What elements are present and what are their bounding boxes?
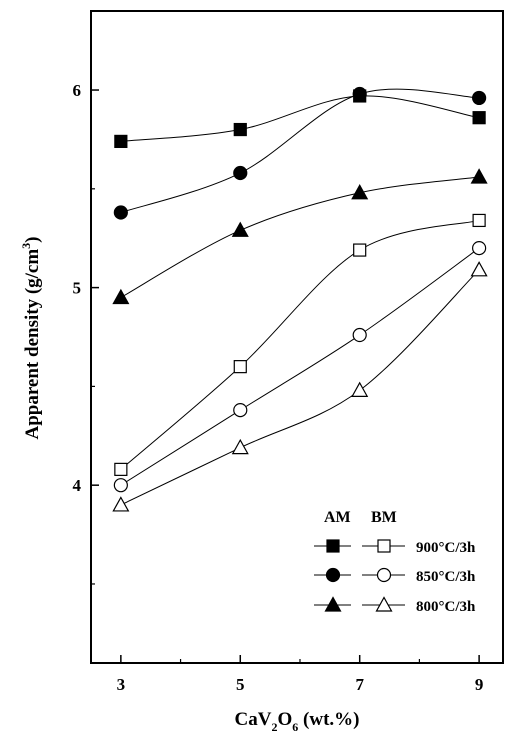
- x-axis-title-sub1: 2: [271, 720, 277, 734]
- x-axis-title-tail: (wt.%): [298, 709, 359, 730]
- point-am-circle: [233, 165, 248, 181]
- series-markers: [112, 86, 488, 512]
- x-tick-label: 7: [355, 675, 364, 694]
- x-axis-title: CaV2O6 (wt.%): [235, 709, 360, 734]
- legend-label: 900°C/3h: [416, 540, 476, 556]
- point-am-square: [472, 111, 486, 125]
- point-am-circle: [472, 90, 487, 106]
- point-bm-triangle: [470, 261, 488, 277]
- legend-label: 850°C/3h: [416, 569, 476, 585]
- point-am-triangle: [112, 288, 130, 305]
- y-axis-title-sup: 3: [19, 243, 33, 249]
- legend-marker-bm: [375, 596, 393, 612]
- point-bm-square: [233, 360, 247, 374]
- x-axis-title-mid: O: [277, 709, 292, 730]
- x-axis-title-main: CaV: [235, 709, 272, 730]
- curve-am-triangle: [120, 176, 480, 298]
- tick-labels: 3 5 7 9 4 5 6: [73, 81, 484, 694]
- x-tick-label: 5: [236, 675, 245, 694]
- axis-ticks: [91, 89, 480, 663]
- legend-marker-am: [324, 596, 342, 612]
- curve-am-circle: [120, 88, 480, 214]
- legend-marker-bm: [376, 567, 392, 583]
- point-bm-circle: [233, 403, 248, 418]
- point-am-square: [233, 122, 247, 137]
- point-bm-circle: [352, 327, 367, 343]
- plot-frame: [90, 10, 504, 664]
- point-am-triangle: [351, 184, 369, 200]
- point-bm-circle: [113, 478, 128, 493]
- y-axis-title-tail: ): [22, 236, 43, 242]
- legend-label: 800°C/3h: [416, 599, 476, 615]
- y-tick-label: 5: [73, 279, 82, 298]
- x-tick-label: 3: [117, 675, 126, 694]
- y-tick-label: 6: [73, 81, 82, 100]
- curve-bm-circle: [120, 247, 480, 486]
- legend-marker-am: [325, 567, 341, 583]
- legend-marker-am: [326, 539, 340, 553]
- point-bm-circle: [472, 240, 487, 256]
- point-am-triangle: [231, 221, 249, 237]
- legend: AM BM 900°C/3h 850°C/3h 800°C/3h: [314, 509, 476, 615]
- point-bm-triangle: [351, 381, 369, 397]
- point-am-square: [114, 134, 128, 148]
- legend-row: 900°C/3h: [314, 539, 476, 556]
- legend-header-am: AM: [324, 509, 351, 526]
- legend-row: 850°C/3h: [314, 567, 476, 585]
- legend-header-bm: BM: [371, 509, 397, 526]
- series-curves: [120, 88, 480, 506]
- y-tick-label: 4: [73, 476, 82, 495]
- point-bm-triangle: [112, 496, 130, 512]
- curve-bm-triangle: [120, 269, 480, 506]
- point-bm-triangle: [231, 438, 249, 455]
- point-bm-square: [353, 243, 367, 257]
- legend-marker-bm: [377, 539, 391, 553]
- point-bm-square: [472, 213, 486, 228]
- point-am-triangle: [470, 168, 488, 184]
- x-tick-label: 9: [475, 675, 484, 694]
- y-axis-title-main: Apparent density (g/cm: [22, 249, 43, 440]
- x-axis-title-sub2: 6: [292, 720, 298, 734]
- curve-bm-square: [120, 219, 480, 470]
- y-axis-title: Apparent density (g/cm3): [19, 236, 43, 439]
- curve-am-square: [120, 95, 480, 142]
- point-am-circle: [352, 86, 367, 102]
- legend-rows: 900°C/3h 850°C/3h 800°C/3h: [314, 539, 476, 615]
- legend-row: 800°C/3h: [314, 596, 476, 615]
- point-am-circle: [113, 205, 128, 220]
- point-bm-square: [114, 462, 128, 476]
